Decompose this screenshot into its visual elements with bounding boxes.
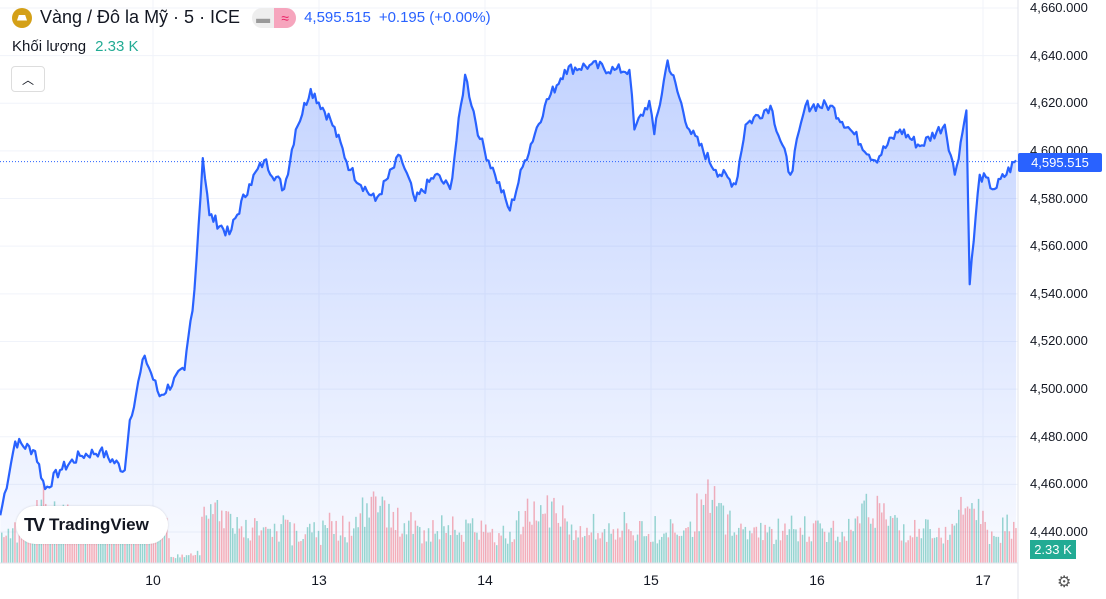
tradingview-logo-icon: TV — [24, 514, 45, 535]
volume-tag: 2.33 K — [1030, 540, 1076, 559]
symbol-legend: Vàng / Đô la Mỹ · 5 · ICE ▬ ≈ 4,595.515 +… — [12, 7, 491, 28]
volume-label[interactable]: Khối lượng — [12, 38, 87, 55]
y-tick-label: 4,520.000 — [1030, 333, 1088, 349]
y-tick-label: 4,440.000 — [1030, 524, 1088, 539]
x-tick-label: 15 — [643, 572, 659, 588]
y-tick-label: 4,540.000 — [1030, 285, 1088, 301]
symbol-title[interactable]: Vàng / Đô la Mỹ · 5 · ICE — [40, 7, 241, 27]
collapse-legend-button[interactable]: ︿ — [11, 66, 45, 92]
last-price: 4,595.515 — [304, 9, 371, 26]
price-area — [0, 60, 1017, 564]
y-tick-label: 4,460.000 — [1030, 476, 1088, 492]
x-tick-label: 14 — [477, 572, 493, 588]
minus-icon: ▬ — [256, 9, 271, 26]
price-line — [0, 59, 1017, 516]
settings-icon[interactable]: ⚙ — [1057, 574, 1072, 591]
price-change: +0.195 (+0.00%) — [378, 9, 491, 26]
y-tick-label: 4,560.000 — [1030, 238, 1088, 254]
tradingview-logo[interactable]: TV TradingView — [16, 506, 168, 544]
gold-bars-icon — [12, 7, 32, 28]
chevron-up-icon: ︿ — [21, 72, 34, 87]
y-tick-label: 4,580.000 — [1030, 190, 1088, 206]
y-tick-label: 4,500.000 — [1030, 381, 1088, 397]
x-tick-label: 17 — [975, 572, 991, 588]
y-tick-label: 4,660.000 — [1030, 0, 1088, 15]
volume-legend: Khối lượng 2.33 K — [12, 38, 138, 55]
volume-value: 2.33 K — [95, 38, 139, 55]
brand-name: TradingView — [49, 515, 149, 534]
market-status-pill[interactable]: ▬ ≈ — [252, 7, 297, 28]
x-tick-label: 16 — [809, 572, 825, 588]
last-price-tag: 4,595.515 — [1018, 153, 1102, 172]
y-tick-label: 4,640.000 — [1030, 47, 1088, 63]
x-tick-label: 10 — [145, 572, 161, 588]
y-tick-label: 4,620.000 — [1030, 95, 1088, 111]
x-tick-label: 13 — [311, 572, 327, 588]
approx-icon: ≈ — [274, 7, 297, 28]
y-tick-label: 4,480.000 — [1030, 428, 1088, 444]
